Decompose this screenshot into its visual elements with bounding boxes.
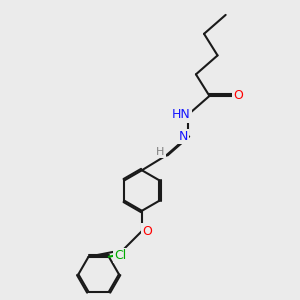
Text: HN: HN xyxy=(172,108,190,122)
Text: H: H xyxy=(156,147,164,157)
Text: O: O xyxy=(142,225,152,238)
Text: N: N xyxy=(178,130,188,143)
Text: Cl: Cl xyxy=(114,249,126,262)
Text: O: O xyxy=(234,89,244,103)
